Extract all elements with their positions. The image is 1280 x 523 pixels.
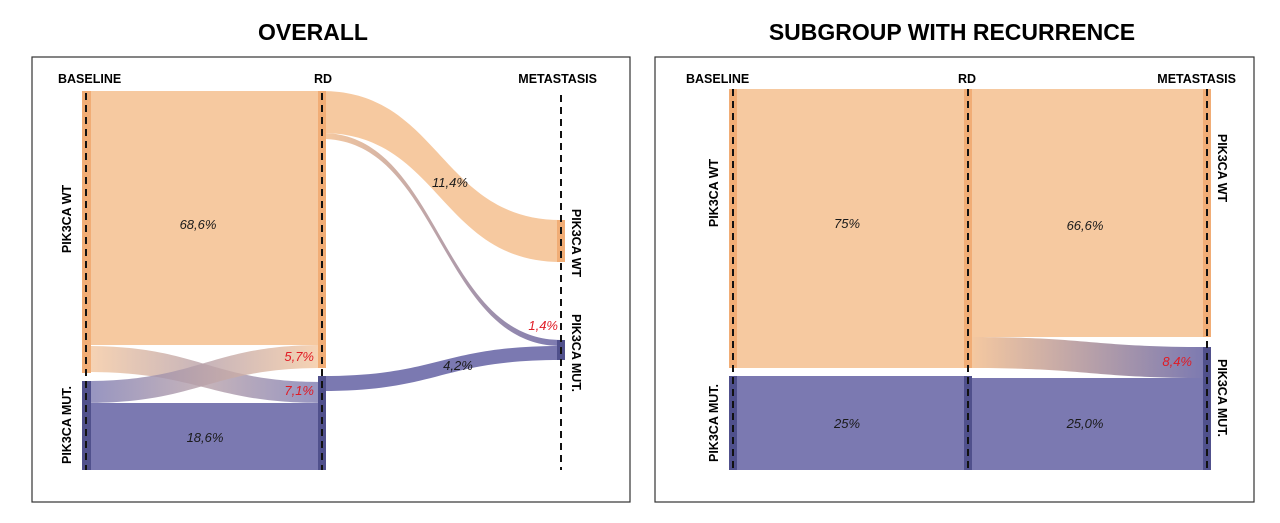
- node-rd-wt: [964, 89, 972, 368]
- flow-label: 4,2%: [443, 358, 473, 373]
- node-label-met-wt: PIK3CA WT: [569, 209, 583, 278]
- panel-overall: OVERALL BASELINE RD METASTASIS PIK3CA WT…: [31, 19, 631, 503]
- flow-rd-wt-to-met-wt: [969, 89, 1207, 337]
- stage-header-baseline: BASELINE: [58, 72, 121, 86]
- flow-wt-to-wt: [733, 89, 967, 368]
- flow-label: 18,6%: [187, 430, 224, 445]
- stage-header-rd: RD: [314, 72, 332, 86]
- node-label-met-wt: PIK3CA WT: [1215, 134, 1229, 203]
- flow-mut-to-wt: [86, 345, 322, 403]
- panel-frame: [31, 56, 631, 503]
- flow-rd-mut-to-met-mut: [322, 346, 561, 391]
- node-met-mut: [1203, 347, 1211, 470]
- flow-label: 75%: [834, 216, 860, 231]
- flow-mut-to-mut: [86, 403, 322, 470]
- node-label-met-mut: PIK3CA MUT.: [1215, 359, 1229, 437]
- flow-label: 8,4%: [1162, 354, 1192, 369]
- panel-frame: [654, 56, 1255, 503]
- node-label-baseline-mut: PIK3CA MUT.: [707, 384, 721, 462]
- panel-title: OVERALL: [258, 19, 368, 45]
- node-label-baseline-mut: PIK3CA MUT.: [60, 386, 74, 464]
- node-label-baseline-wt: PIK3CA WT: [707, 158, 721, 227]
- node-baseline-mut: [729, 376, 737, 470]
- stage-header-rd: RD: [958, 72, 976, 86]
- flow-rd-mut-to-met-mut: [969, 378, 1207, 470]
- stage-header-metastasis: METASTASIS: [1157, 72, 1236, 86]
- flow-label: 25,0%: [1066, 416, 1104, 431]
- node-label-baseline-wt: PIK3CA WT: [60, 184, 74, 253]
- flow-label: 66,6%: [1067, 218, 1104, 233]
- node-baseline-mut: [82, 381, 91, 470]
- flow-label: 25%: [833, 416, 860, 431]
- flow-label: 1,4%: [528, 318, 558, 333]
- node-label-met-mut: PIK3CA MUT.: [569, 314, 583, 392]
- flow-label: 5,7%: [284, 349, 314, 364]
- panel-title: SUBGROUP WITH RECURRENCE: [769, 19, 1135, 45]
- stage-header-baseline: BASELINE: [686, 72, 749, 86]
- flow-rd-wt-to-met-mut: [969, 337, 1207, 378]
- flow-label: 11,4%: [432, 175, 468, 190]
- flow-label: 68,6%: [180, 217, 217, 232]
- flow-rd-wt-to-met-wt: [322, 91, 561, 262]
- panel-subgroup: SUBGROUP WITH RECURRENCE BASELINE RD MET…: [654, 19, 1255, 503]
- flow-label: 7,1%: [284, 383, 314, 398]
- node-baseline-wt: [729, 89, 737, 368]
- node-rd-mut: [964, 376, 972, 470]
- stage-header-metastasis: METASTASIS: [518, 72, 597, 86]
- flow-mut-to-mut: [733, 376, 967, 470]
- flow-wt-to-wt: [86, 91, 322, 345]
- flow-rd-wt-to-met-mut: [322, 133, 561, 346]
